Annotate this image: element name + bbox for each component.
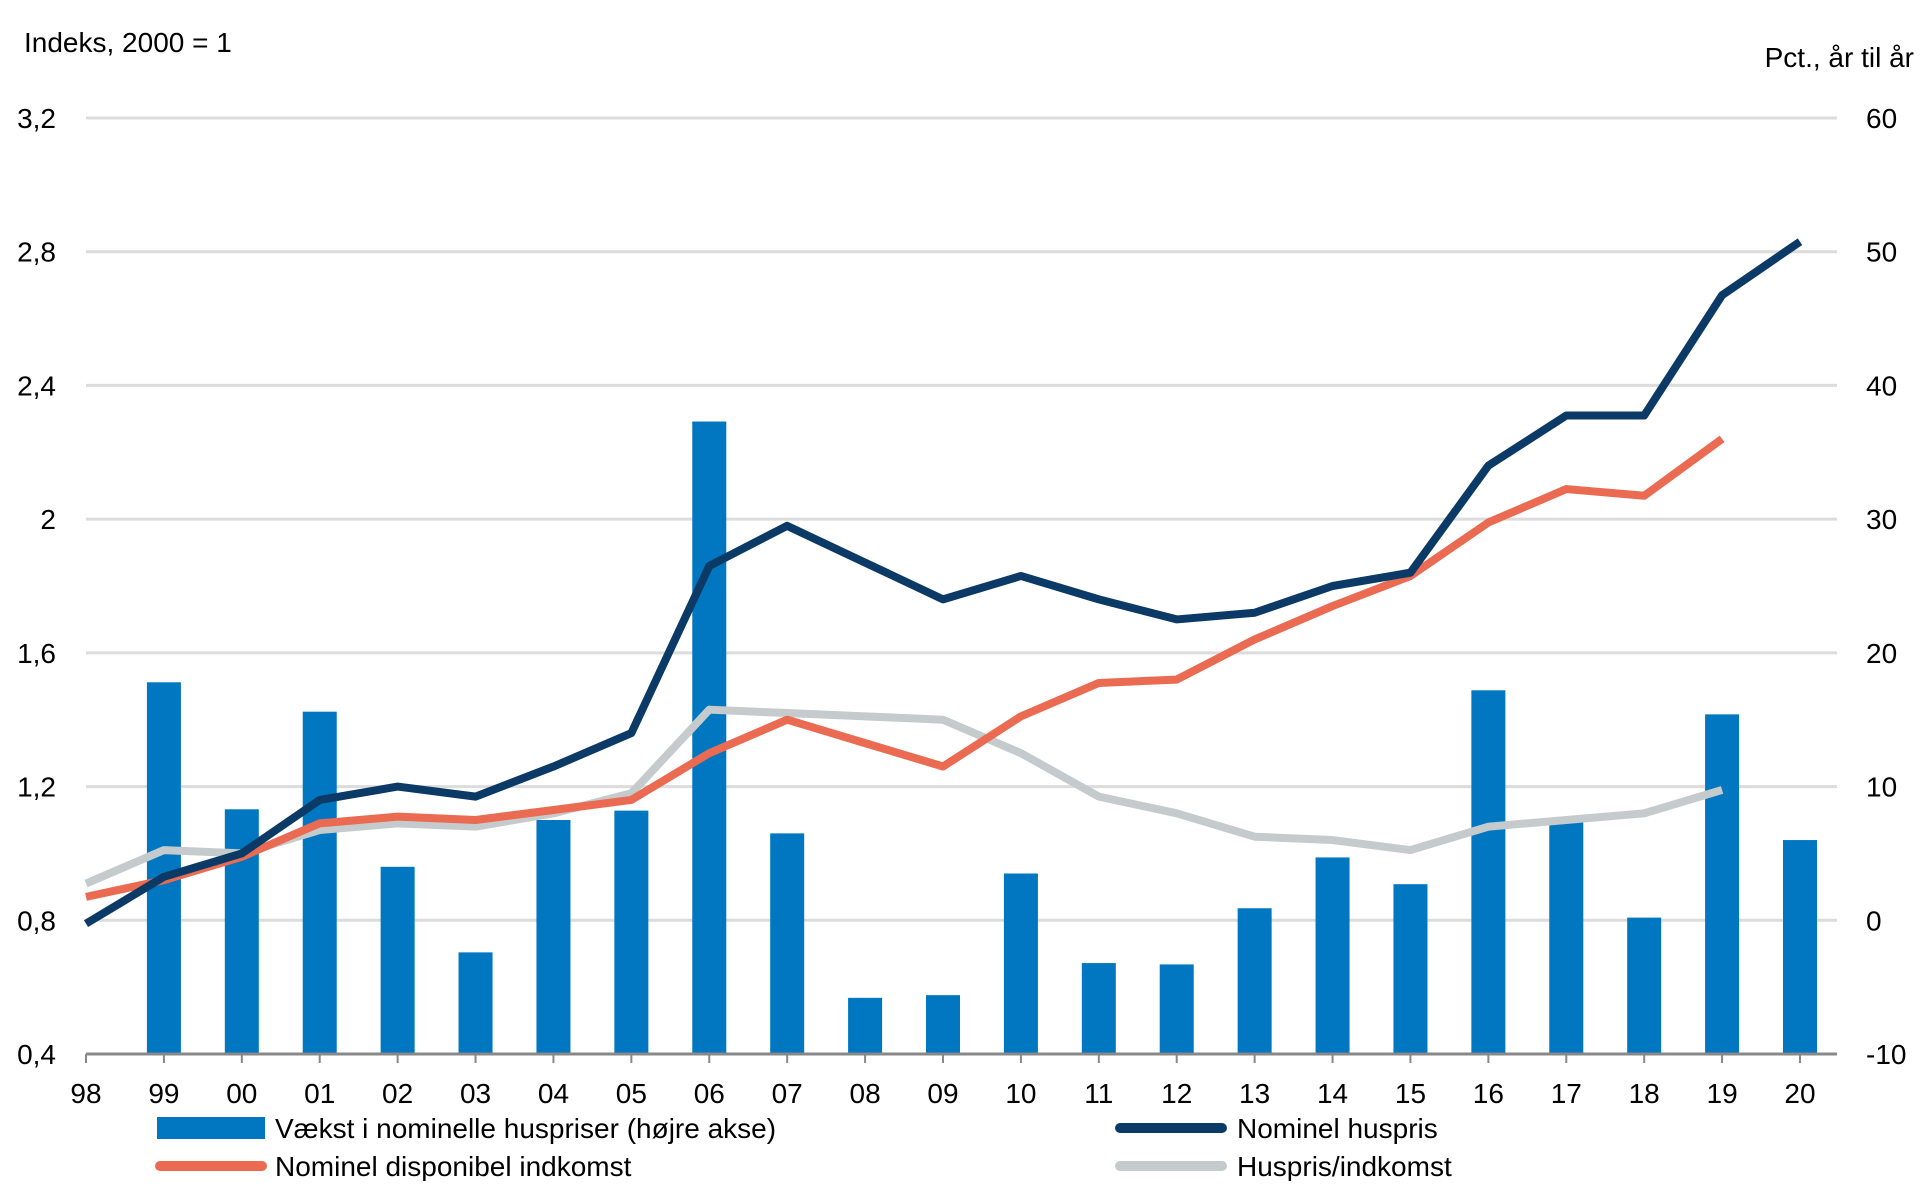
bar <box>692 422 726 1054</box>
bar <box>1549 820 1583 1054</box>
legend-swatch-bars <box>157 1117 265 1139</box>
left-axis-label: Indeks, 2000 = 1 <box>24 27 232 58</box>
right-tick-label: 60 <box>1866 103 1897 134</box>
x-tick-label: 14 <box>1317 1078 1348 1109</box>
right-tick-label: 20 <box>1866 638 1897 669</box>
bar <box>1471 690 1505 1054</box>
x-tick-label: 98 <box>70 1078 101 1109</box>
bar <box>1238 908 1272 1054</box>
x-tick-label: 09 <box>927 1078 958 1109</box>
bar <box>381 867 415 1054</box>
right-tick-label: 30 <box>1866 504 1897 535</box>
bar <box>848 998 882 1054</box>
x-tick-label: 17 <box>1551 1078 1582 1109</box>
bar <box>303 712 337 1054</box>
legend-label-huspris: Nominel huspris <box>1237 1113 1438 1144</box>
left-tick-label: 3,2 <box>17 103 56 134</box>
x-tick-label: 20 <box>1784 1078 1815 1109</box>
left-tick-label: 2,4 <box>17 370 56 401</box>
left-tick-label: 2,8 <box>17 237 56 268</box>
x-tick-label: 19 <box>1707 1078 1738 1109</box>
x-tick-label: 01 <box>304 1078 335 1109</box>
x-tick-label: 16 <box>1473 1078 1504 1109</box>
left-tick-label: 0,8 <box>17 905 56 936</box>
x-tick-label: 10 <box>1005 1078 1036 1109</box>
right-tick-label: -10 <box>1866 1039 1906 1070</box>
bar <box>614 811 648 1054</box>
bar <box>459 952 493 1054</box>
bar <box>1082 963 1116 1054</box>
legend-label-bars: Vækst i nominelle huspriser (højre akse) <box>275 1113 776 1144</box>
x-tick-label: 13 <box>1239 1078 1270 1109</box>
bar <box>1160 964 1194 1054</box>
bar <box>926 995 960 1054</box>
x-tick-label: 15 <box>1395 1078 1426 1109</box>
left-tick-label: 1,2 <box>17 772 56 803</box>
bar <box>1627 918 1661 1054</box>
x-tick-label: 03 <box>460 1078 491 1109</box>
right-tick-label: 10 <box>1866 772 1897 803</box>
x-tick-label: 07 <box>772 1078 803 1109</box>
x-tick-label: 18 <box>1629 1078 1660 1109</box>
legend: Vækst i nominelle huspriser (højre akse)… <box>157 1113 1452 1181</box>
legend-label-ratio: Huspris/indkomst <box>1237 1151 1452 1181</box>
bar <box>147 682 181 1054</box>
x-tick-label: 02 <box>382 1078 413 1109</box>
right-tick-label: 40 <box>1866 370 1897 401</box>
left-tick-label: 1,6 <box>17 638 56 669</box>
x-tick-label: 06 <box>694 1078 725 1109</box>
right-tick-label: 0 <box>1866 905 1882 936</box>
bar <box>1316 857 1350 1054</box>
x-tick-label: 99 <box>148 1078 179 1109</box>
left-tick-label: 2 <box>40 504 56 535</box>
bar <box>536 820 570 1054</box>
bar <box>770 833 804 1054</box>
x-tick-label: 00 <box>226 1078 257 1109</box>
bar <box>1783 840 1817 1054</box>
x-tick-label: 08 <box>850 1078 881 1109</box>
bar <box>1004 873 1038 1054</box>
right-tick-label: 50 <box>1866 237 1897 268</box>
right-axis-label: Pct., år til år <box>1765 42 1914 73</box>
x-tick-label: 05 <box>616 1078 647 1109</box>
left-tick-label: 0,4 <box>17 1039 56 1070</box>
bar <box>1393 884 1427 1054</box>
x-tick-label: 11 <box>1084 1078 1113 1109</box>
bar <box>1705 714 1739 1054</box>
legend-label-indkomst: Nominel disponibel indkomst <box>275 1151 632 1181</box>
x-tick-label: 12 <box>1161 1078 1192 1109</box>
x-tick-label: 04 <box>538 1078 569 1109</box>
